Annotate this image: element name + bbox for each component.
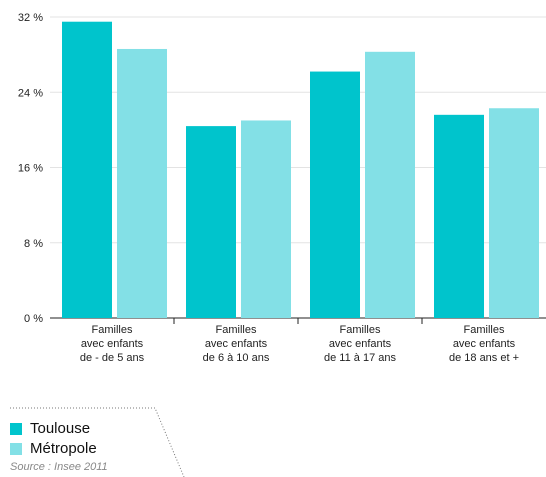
legend-frame — [10, 407, 185, 477]
bars — [62, 21, 539, 319]
y-tick-label: 8 % — [24, 238, 43, 250]
x-category-label: Familles — [216, 324, 257, 336]
bar-toulouse — [186, 126, 236, 318]
bar-metropole — [365, 51, 415, 318]
legend-label-toulouse: Toulouse — [30, 420, 91, 437]
x-category-label: avec enfants — [81, 338, 144, 350]
y-tick-label: 32 % — [18, 12, 43, 24]
bar-metropole — [117, 48, 167, 318]
x-category-label: de 18 ans et + — [449, 352, 519, 364]
x-category-label: Familles — [340, 324, 381, 336]
x-axis-category-labels: Familles avec enfants de - de 5 ans Famille… — [80, 324, 519, 364]
legend-item-metropole: Métropole — [10, 440, 97, 457]
legend-item-toulouse: Toulouse — [10, 420, 90, 437]
y-axis-ticks: 0 % 8 % 16 % 24 % 32 % — [18, 12, 43, 325]
x-category-label: de 6 à 10 ans — [203, 352, 270, 364]
legend-swatch-toulouse — [10, 422, 22, 435]
legend-label-metropole: Métropole — [30, 440, 97, 457]
legend-swatch-metropole — [10, 442, 22, 455]
x-category-label: avec enfants — [205, 338, 268, 350]
bar-metropole — [489, 108, 539, 318]
x-category-label: Familles — [464, 324, 505, 336]
y-tick-label: 16 % — [18, 163, 43, 175]
bar-metropole — [241, 120, 291, 318]
x-category-label: de 11 à 17 ans — [324, 352, 396, 364]
bar-toulouse — [62, 21, 112, 318]
x-category-label: de - de 5 ans — [80, 352, 145, 364]
bar-chart: 0 % 8 % 16 % 24 % 32 % Familles avec enfants d… — [18, 12, 546, 364]
x-category-label: Familles — [92, 324, 133, 336]
source-note: Source : Insee 2011 — [10, 461, 108, 473]
y-tick-label: 0 % — [24, 313, 43, 325]
legend: Toulouse Métropole Source : Insee 2011 — [10, 398, 200, 477]
bar-toulouse — [310, 71, 360, 319]
x-category-label: avec enfants — [329, 338, 392, 350]
bar-toulouse — [434, 114, 484, 318]
y-tick-label: 24 % — [18, 87, 43, 99]
x-category-label: avec enfants — [453, 338, 516, 350]
